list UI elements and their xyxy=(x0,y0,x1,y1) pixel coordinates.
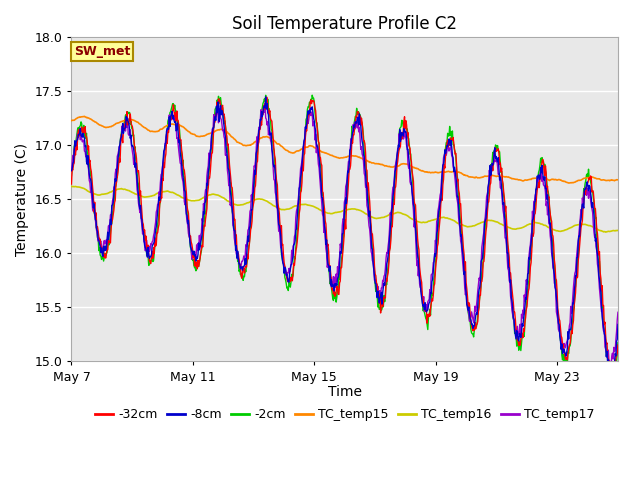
TC_temp15 xyxy=(417,167,424,173)
TC_temp15 xyxy=(565,180,573,186)
-32cm xyxy=(263,95,271,100)
TC_temp15 xyxy=(102,125,109,131)
-32cm xyxy=(386,248,394,254)
-2cm xyxy=(417,281,424,287)
TC_temp16 xyxy=(482,218,490,224)
Line: TC_temp16: TC_temp16 xyxy=(72,186,618,232)
-2cm xyxy=(539,159,547,165)
-8cm xyxy=(400,126,408,132)
Line: TC_temp17: TC_temp17 xyxy=(72,104,618,366)
TC_temp16 xyxy=(614,228,622,233)
Legend: -32cm, -8cm, -2cm, TC_temp15, TC_temp16, TC_temp17: -32cm, -8cm, -2cm, TC_temp15, TC_temp16,… xyxy=(90,403,600,426)
TC_temp15 xyxy=(539,176,547,181)
-8cm xyxy=(68,168,76,173)
TC_temp15 xyxy=(68,118,76,123)
-8cm xyxy=(101,243,109,249)
Line: TC_temp15: TC_temp15 xyxy=(72,116,618,183)
-8cm xyxy=(262,94,269,100)
TC_temp17 xyxy=(400,135,408,141)
TC_temp17 xyxy=(101,241,109,247)
Line: -8cm: -8cm xyxy=(72,97,618,371)
X-axis label: Time: Time xyxy=(328,385,362,399)
-32cm xyxy=(68,181,76,187)
-2cm xyxy=(101,251,109,256)
-8cm xyxy=(483,206,490,212)
TC_temp15 xyxy=(400,161,408,167)
TC_temp17 xyxy=(386,227,394,232)
TC_temp17 xyxy=(417,285,424,290)
-32cm xyxy=(400,119,408,124)
TC_temp16 xyxy=(385,212,393,218)
TC_temp17 xyxy=(483,193,490,199)
-2cm xyxy=(308,92,316,98)
-8cm xyxy=(609,368,616,374)
-32cm xyxy=(539,156,547,162)
TC_temp15 xyxy=(386,164,394,169)
TC_temp16 xyxy=(416,219,424,225)
TC_temp15 xyxy=(483,173,490,179)
-8cm xyxy=(539,170,547,176)
TC_temp16 xyxy=(68,183,76,189)
-32cm xyxy=(101,252,109,257)
TC_temp16 xyxy=(399,211,407,217)
TC_temp17 xyxy=(261,101,269,107)
TC_temp16 xyxy=(538,221,546,227)
-8cm xyxy=(386,235,394,241)
Line: -32cm: -32cm xyxy=(72,97,618,376)
Y-axis label: Temperature (C): Temperature (C) xyxy=(15,143,29,256)
Text: SW_met: SW_met xyxy=(74,45,131,58)
-32cm xyxy=(614,342,622,348)
-32cm xyxy=(483,224,490,229)
-2cm xyxy=(614,340,622,346)
TC_temp16 xyxy=(101,191,109,197)
TC_temp17 xyxy=(68,168,76,174)
-2cm xyxy=(386,246,394,252)
-2cm xyxy=(400,120,408,126)
Line: -2cm: -2cm xyxy=(72,95,618,379)
-2cm xyxy=(68,173,76,179)
-2cm xyxy=(609,376,616,382)
Title: Soil Temperature Profile C2: Soil Temperature Profile C2 xyxy=(232,15,457,33)
-2cm xyxy=(483,212,490,217)
-32cm xyxy=(609,373,617,379)
TC_temp17 xyxy=(539,174,547,180)
TC_temp17 xyxy=(607,363,615,369)
TC_temp16 xyxy=(602,229,609,235)
-8cm xyxy=(614,322,622,327)
-8cm xyxy=(417,280,424,286)
-32cm xyxy=(417,271,424,276)
TC_temp15 xyxy=(81,113,88,119)
TC_temp15 xyxy=(614,177,622,183)
TC_temp17 xyxy=(614,310,622,315)
